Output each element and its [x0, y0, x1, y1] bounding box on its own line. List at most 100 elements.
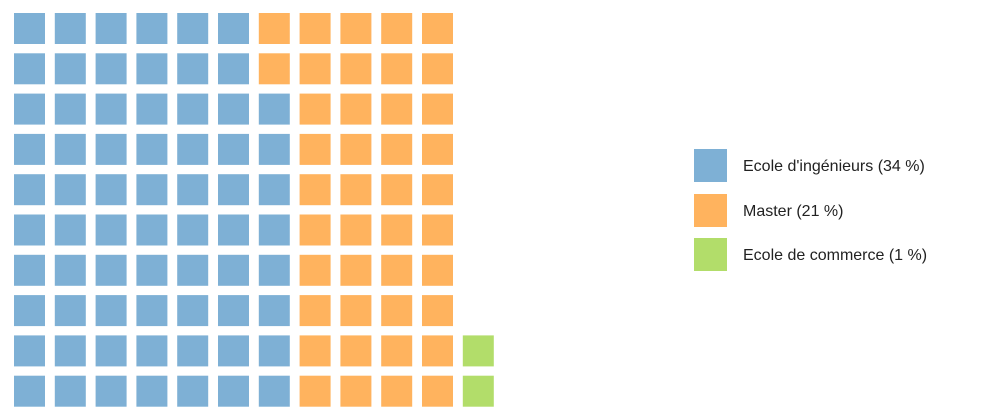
waffle-cell-ecole-ingenieurs — [14, 174, 45, 206]
waffle-cell-ecole-ingenieurs — [54, 93, 86, 125]
waffle-cell-ecole-ingenieurs — [258, 295, 290, 327]
waffle-cell-master — [340, 93, 372, 125]
waffle-cell-ecole-commerce — [462, 375, 494, 407]
waffle-cell-master — [340, 174, 372, 206]
waffle-cell-ecole-ingenieurs — [136, 93, 168, 125]
waffle-cell-ecole-ingenieurs — [177, 133, 209, 165]
waffle-cell-ecole-ingenieurs — [136, 133, 168, 165]
waffle-cell-ecole-ingenieurs — [14, 335, 45, 367]
waffle-cell-master — [299, 375, 331, 407]
waffle-cell-master — [381, 53, 413, 85]
waffle-cell-ecole-ingenieurs — [14, 13, 45, 44]
waffle-cell-master — [258, 53, 290, 85]
waffle-cell-ecole-ingenieurs — [177, 93, 209, 125]
waffle-cell-master — [299, 174, 331, 206]
waffle-cell-ecole-ingenieurs — [218, 13, 249, 44]
waffle-cell-ecole-ingenieurs — [177, 174, 209, 206]
waffle-cell-ecole-ingenieurs — [14, 133, 45, 165]
waffle-cell-master — [340, 295, 372, 327]
waffle-cell-master — [422, 93, 453, 125]
waffle-cell-ecole-ingenieurs — [218, 254, 249, 286]
waffle-cell-ecole-ingenieurs — [95, 254, 127, 286]
legend: Ecole d'ingénieurs (34 %) Master (21 %) … — [694, 149, 927, 271]
waffle-cell-ecole-ingenieurs — [177, 335, 209, 367]
waffle-cell-master — [299, 254, 331, 286]
waffle-cell-ecole-ingenieurs — [177, 214, 209, 246]
waffle-cell-ecole-ingenieurs — [54, 53, 86, 85]
waffle-cell-ecole-ingenieurs — [95, 93, 127, 125]
waffle-cell-master — [422, 295, 453, 327]
waffle-cell-ecole-ingenieurs — [136, 174, 168, 206]
waffle-cell-ecole-ingenieurs — [14, 295, 45, 327]
waffle-cell-master — [299, 13, 331, 44]
waffle-cell-master — [299, 295, 331, 327]
waffle-cell-master — [422, 335, 453, 367]
waffle-cell-master — [258, 13, 290, 44]
waffle-cell-master — [340, 375, 372, 407]
waffle-cell-ecole-ingenieurs — [136, 214, 168, 246]
legend-item-ecole-commerce[interactable]: Ecole de commerce (1 %) — [694, 238, 927, 271]
waffle-cell-master — [422, 214, 453, 246]
waffle-cell-ecole-ingenieurs — [258, 133, 290, 165]
waffle-cell-ecole-ingenieurs — [177, 254, 209, 286]
waffle-cell-master — [340, 214, 372, 246]
waffle-cell-master — [381, 295, 413, 327]
legend-item-master[interactable]: Master (21 %) — [694, 194, 843, 227]
waffle-cell-ecole-ingenieurs — [177, 53, 209, 85]
waffle-cell-ecole-ingenieurs — [95, 375, 127, 407]
waffle-cell-ecole-ingenieurs — [218, 375, 249, 407]
waffle-cell-master — [340, 13, 372, 44]
waffle-cell-master — [422, 375, 453, 407]
waffle-cell-ecole-ingenieurs — [14, 254, 45, 286]
waffle-cell-ecole-ingenieurs — [177, 295, 209, 327]
waffle-cell-master — [422, 254, 453, 286]
waffle-cell-ecole-ingenieurs — [218, 295, 249, 327]
waffle-cell-ecole-ingenieurs — [177, 375, 209, 407]
waffle-cell-ecole-ingenieurs — [95, 295, 127, 327]
waffle-cell-master — [381, 93, 413, 125]
waffle-cell-ecole-ingenieurs — [218, 335, 249, 367]
waffle-cell-ecole-ingenieurs — [218, 174, 249, 206]
waffle-cell-ecole-ingenieurs — [258, 93, 290, 125]
waffle-cell-ecole-ingenieurs — [95, 214, 127, 246]
legend-swatch-master — [694, 194, 727, 227]
legend-label-master: Master (21 %) — [743, 203, 843, 220]
legend-item-ecole-ingenieurs[interactable]: Ecole d'ingénieurs (34 %) — [694, 149, 925, 182]
waffle-cell-ecole-ingenieurs — [136, 295, 168, 327]
waffle-cell-ecole-ingenieurs — [54, 174, 86, 206]
legend-label-ecole-commerce: Ecole de commerce (1 %) — [743, 247, 927, 264]
waffle-cell-master — [422, 174, 453, 206]
waffle-cell-ecole-ingenieurs — [258, 174, 290, 206]
waffle-cell-ecole-ingenieurs — [258, 254, 290, 286]
waffle-cell-ecole-ingenieurs — [95, 335, 127, 367]
waffle-cell-ecole-ingenieurs — [136, 13, 168, 44]
waffle-cell-master — [381, 13, 413, 44]
waffle-cell-master — [340, 335, 372, 367]
waffle-cell-ecole-ingenieurs — [14, 214, 45, 246]
legend-swatch-ecole-commerce — [694, 238, 727, 271]
waffle-cell-ecole-ingenieurs — [14, 93, 45, 125]
legend-label-ecole-ingenieurs: Ecole d'ingénieurs (34 %) — [743, 158, 925, 175]
waffle-cell-ecole-ingenieurs — [136, 53, 168, 85]
waffle-cell-master — [422, 13, 453, 44]
waffle-cell-ecole-ingenieurs — [258, 375, 290, 407]
waffle-cell-ecole-ingenieurs — [95, 174, 127, 206]
waffle-cell-master — [299, 133, 331, 165]
waffle-cell-master — [299, 335, 331, 367]
waffle-cell-ecole-ingenieurs — [136, 335, 168, 367]
waffle-cell-ecole-ingenieurs — [136, 375, 168, 407]
waffle-cell-ecole-ingenieurs — [54, 214, 86, 246]
waffle-cell-ecole-commerce — [462, 335, 494, 367]
waffle-cell-ecole-ingenieurs — [218, 93, 249, 125]
waffle-cell-ecole-ingenieurs — [54, 375, 86, 407]
waffle-cell-ecole-ingenieurs — [218, 53, 249, 85]
waffle-cell-ecole-ingenieurs — [218, 133, 249, 165]
waffle-cell-master — [422, 53, 453, 85]
legend-swatch-ecole-ingenieurs — [694, 149, 727, 182]
waffle-cell-ecole-ingenieurs — [258, 214, 290, 246]
waffle-cell-master — [299, 214, 331, 246]
waffle-cell-master — [381, 375, 413, 407]
waffle-cell-master — [381, 133, 413, 165]
waffle-cell-ecole-ingenieurs — [95, 13, 127, 44]
